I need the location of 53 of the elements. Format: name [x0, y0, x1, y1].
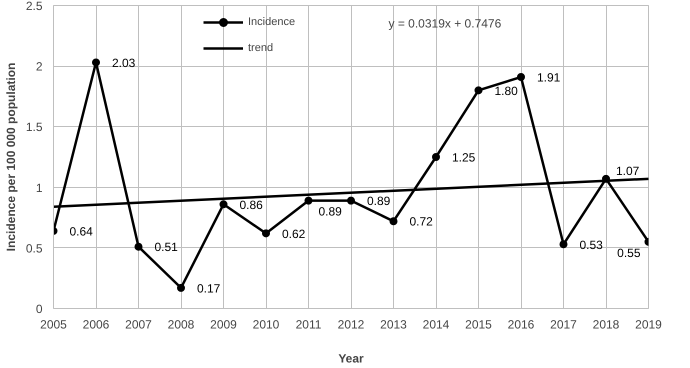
x-tick-label: 2005 [40, 318, 68, 332]
data-label: 0.72 [410, 214, 434, 229]
point [390, 217, 398, 226]
legend-label: Incidence [248, 16, 296, 28]
legend-label: trend [248, 42, 274, 54]
point [220, 200, 228, 208]
y-tick-label: 2 [36, 60, 43, 74]
x-tick-label: 2006 [82, 318, 110, 332]
point [347, 196, 355, 205]
x-tick-label: 2010 [252, 318, 280, 332]
point [517, 73, 525, 81]
y-tick-label: 1.5 [26, 120, 43, 134]
data-label: 0.17 [197, 281, 221, 296]
data-label: 1.91 [537, 70, 561, 85]
y-tick-label: 0 [36, 302, 43, 316]
x-tick-label: 2016 [508, 318, 535, 332]
x-tick-label: 2017 [550, 318, 578, 332]
point [304, 196, 312, 205]
x-tick-label: 2009 [210, 318, 238, 332]
point [92, 58, 100, 66]
x-tick-label: 2012 [338, 318, 365, 332]
x-tick-label: 2019 [635, 318, 662, 332]
point [560, 240, 568, 248]
x-tick-label: 2011 [296, 318, 322, 332]
data-label: 1.25 [452, 150, 476, 164]
data-label: 0.89 [367, 194, 391, 208]
data-label: 2.03 [112, 56, 136, 70]
annotation: y = 0.0319x + 0.7476 [388, 16, 502, 30]
x-tick-label: 2007 [125, 318, 152, 332]
data-label: 1.80 [494, 84, 518, 98]
y-tick-label: 1 [36, 180, 43, 195]
point [474, 86, 482, 94]
x-tick-label: 2014 [422, 318, 450, 332]
data-label: 0.89 [318, 204, 342, 219]
point [177, 284, 185, 292]
y-tick-label: 2.5 [26, 0, 43, 13]
data-label: 0.55 [617, 246, 641, 260]
x-tick-label: 2018 [592, 318, 620, 332]
x-tick-label: 2008 [168, 318, 195, 332]
x-axis-title: Year [338, 352, 364, 366]
data-label: 0.86 [240, 198, 264, 212]
data-label: 0.51 [154, 240, 178, 254]
data-label: 1.07 [616, 164, 640, 178]
y-axis-title: Incidence per 100 000 population [4, 62, 18, 252]
data-label: 0.62 [282, 226, 306, 241]
data-label: 0.64 [70, 224, 94, 238]
x-tick-label: 2013 [380, 318, 408, 332]
y-tick-label: 0.5 [26, 241, 43, 256]
point [134, 242, 142, 251]
data-label: 0.53 [580, 238, 604, 252]
point [262, 229, 270, 238]
x-tick-label: 2015 [465, 318, 492, 332]
point [432, 153, 440, 161]
